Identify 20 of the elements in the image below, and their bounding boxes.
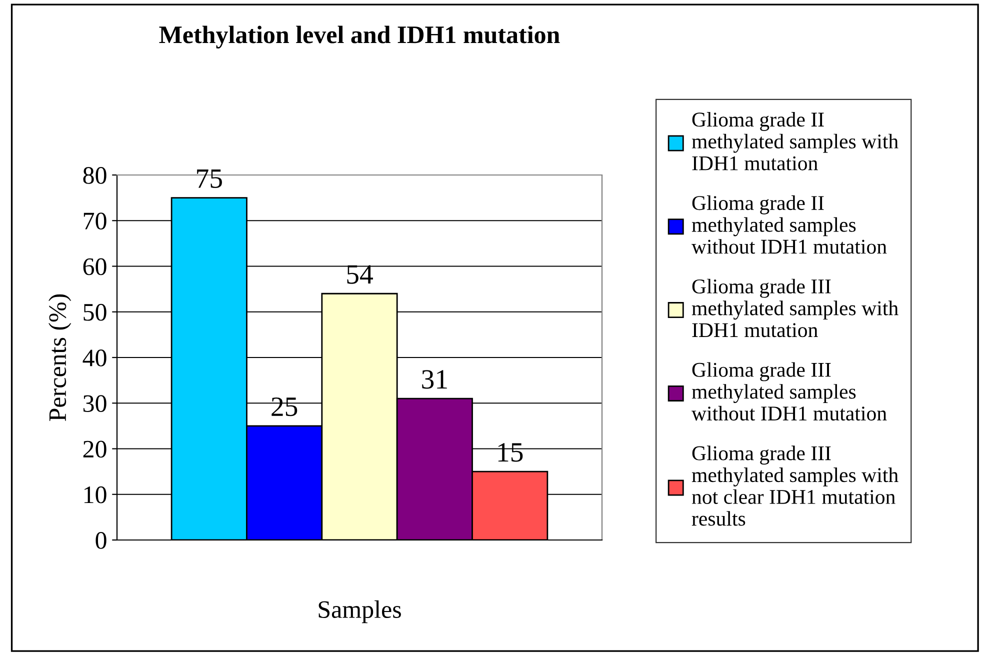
y-tick-label: 70 xyxy=(84,212,106,230)
data-label: 54 xyxy=(347,265,373,284)
y-tick-label: 80 xyxy=(83,167,106,184)
y-tick-label: 0 xyxy=(96,532,106,549)
y-tick-label: 20 xyxy=(83,440,106,458)
y-tick-label: 10 xyxy=(84,486,106,504)
y-tick-label: 60 xyxy=(83,258,106,276)
y-tick-label: 40 xyxy=(82,350,106,366)
y-tick-label: 30 xyxy=(83,395,106,412)
legend-label: Glioma grade III methylated samples with not clear IDH1 mutation results xyxy=(692,446,898,526)
legend-label: Glioma grade III methylated samples without IDH1 mutation xyxy=(692,362,887,421)
y-tick-label: 50 xyxy=(84,304,106,321)
x-axis-title: Samples xyxy=(318,600,401,624)
y-axis-title: Percents (%) xyxy=(48,294,72,421)
legend-label: Glioma grade II methylated samples without IDH1 mutation xyxy=(692,195,887,254)
legend-label: Glioma grade II methylated samples with IDH1 mutation xyxy=(692,112,898,170)
data-label: 75 xyxy=(197,170,222,188)
legend-label: Glioma grade III methylated samples with IDH1 mutation xyxy=(692,278,898,338)
data-label: 31 xyxy=(422,370,447,389)
chart-title: Methylation level and IDH1 mutation xyxy=(159,26,560,48)
